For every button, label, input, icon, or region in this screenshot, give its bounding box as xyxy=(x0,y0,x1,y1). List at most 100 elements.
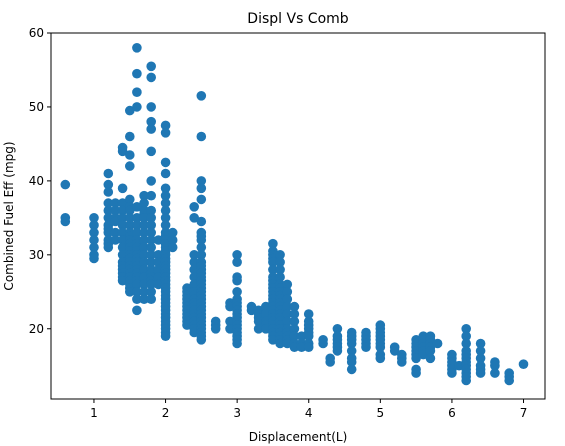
data-point xyxy=(275,257,285,268)
data-point xyxy=(132,220,142,230)
data-point xyxy=(232,257,242,268)
data-point xyxy=(89,220,99,230)
data-point xyxy=(132,279,142,290)
y-tick-label: 40 xyxy=(29,174,44,188)
data-point xyxy=(289,324,300,334)
x-axis-ticks: 1 2 3 4 5 6 7 xyxy=(90,399,527,420)
data-point xyxy=(411,368,421,378)
data-point xyxy=(196,216,207,227)
data-point xyxy=(210,324,221,334)
data-point xyxy=(132,43,142,53)
data-point xyxy=(160,120,171,131)
y-tick-label: 50 xyxy=(29,100,44,114)
data-point xyxy=(282,279,293,290)
data-point xyxy=(117,205,128,216)
data-point xyxy=(146,213,156,223)
data-point xyxy=(261,324,271,334)
y-tick-label: 60 xyxy=(29,26,44,40)
data-point xyxy=(117,146,128,157)
data-point xyxy=(153,250,164,260)
y-tick-label: 20 xyxy=(29,322,44,336)
data-point xyxy=(189,327,199,338)
data-point xyxy=(153,272,164,282)
data-point xyxy=(167,242,178,253)
data-point xyxy=(153,264,164,275)
data-point xyxy=(282,287,293,297)
data-point xyxy=(375,353,386,364)
data-point xyxy=(110,216,121,227)
data-point xyxy=(289,342,300,353)
data-point xyxy=(89,242,99,253)
data-point xyxy=(132,227,142,238)
data-point xyxy=(117,213,128,223)
data-point xyxy=(189,257,199,268)
data-point xyxy=(196,250,207,260)
data-point xyxy=(160,128,171,138)
data-point xyxy=(303,342,314,353)
data-point xyxy=(282,294,293,305)
data-point xyxy=(146,116,156,127)
data-point xyxy=(146,146,156,157)
data-point xyxy=(346,364,357,375)
data-point xyxy=(110,227,121,238)
data-point xyxy=(318,338,328,349)
data-point xyxy=(189,272,199,282)
data-point xyxy=(132,287,142,297)
data-point xyxy=(268,335,278,345)
y-axis-ticks: 20 30 40 50 60 xyxy=(29,26,51,336)
data-point xyxy=(117,275,128,286)
data-point xyxy=(475,346,486,356)
data-point xyxy=(196,242,207,253)
data-point xyxy=(397,357,407,367)
data-point xyxy=(139,190,149,201)
data-point xyxy=(146,220,156,230)
data-point xyxy=(425,346,436,356)
data-point xyxy=(232,287,242,297)
data-point xyxy=(346,338,357,349)
data-point xyxy=(418,349,429,360)
x-tick-label: 3 xyxy=(233,406,241,420)
data-point xyxy=(117,220,128,230)
data-point xyxy=(110,198,121,208)
x-tick-label: 6 xyxy=(448,406,456,420)
data-point xyxy=(282,301,293,312)
data-point xyxy=(146,102,156,112)
data-point xyxy=(454,360,464,371)
data-point xyxy=(268,257,278,268)
data-point xyxy=(160,220,171,230)
data-point xyxy=(432,338,443,349)
data-point xyxy=(139,272,149,282)
data-point xyxy=(461,331,472,342)
data-point xyxy=(389,346,400,356)
data-point xyxy=(196,194,207,205)
x-tick-label: 4 xyxy=(305,406,313,420)
data-point xyxy=(160,157,171,168)
data-point xyxy=(110,205,121,216)
data-point xyxy=(146,242,156,253)
data-point xyxy=(125,105,135,116)
data-point xyxy=(189,264,199,275)
data-point xyxy=(146,176,156,186)
data-point xyxy=(160,331,171,342)
data-point xyxy=(139,213,149,223)
data-point xyxy=(253,324,264,334)
data-point xyxy=(117,183,128,194)
y-tick-label: 30 xyxy=(29,248,44,262)
data-point xyxy=(139,279,149,290)
data-point xyxy=(117,198,128,208)
data-point xyxy=(289,331,300,342)
data-point xyxy=(196,91,207,101)
data-point xyxy=(225,324,235,334)
data-point xyxy=(160,198,171,208)
data-point xyxy=(125,205,135,216)
data-point xyxy=(253,316,264,327)
data-point xyxy=(232,275,242,286)
data-point xyxy=(275,250,285,260)
data-point xyxy=(60,216,71,227)
data-point xyxy=(275,264,285,275)
data-point xyxy=(132,102,142,112)
data-point xyxy=(167,235,178,245)
data-point xyxy=(261,309,271,319)
data-point xyxy=(103,213,114,223)
data-point xyxy=(275,338,285,349)
